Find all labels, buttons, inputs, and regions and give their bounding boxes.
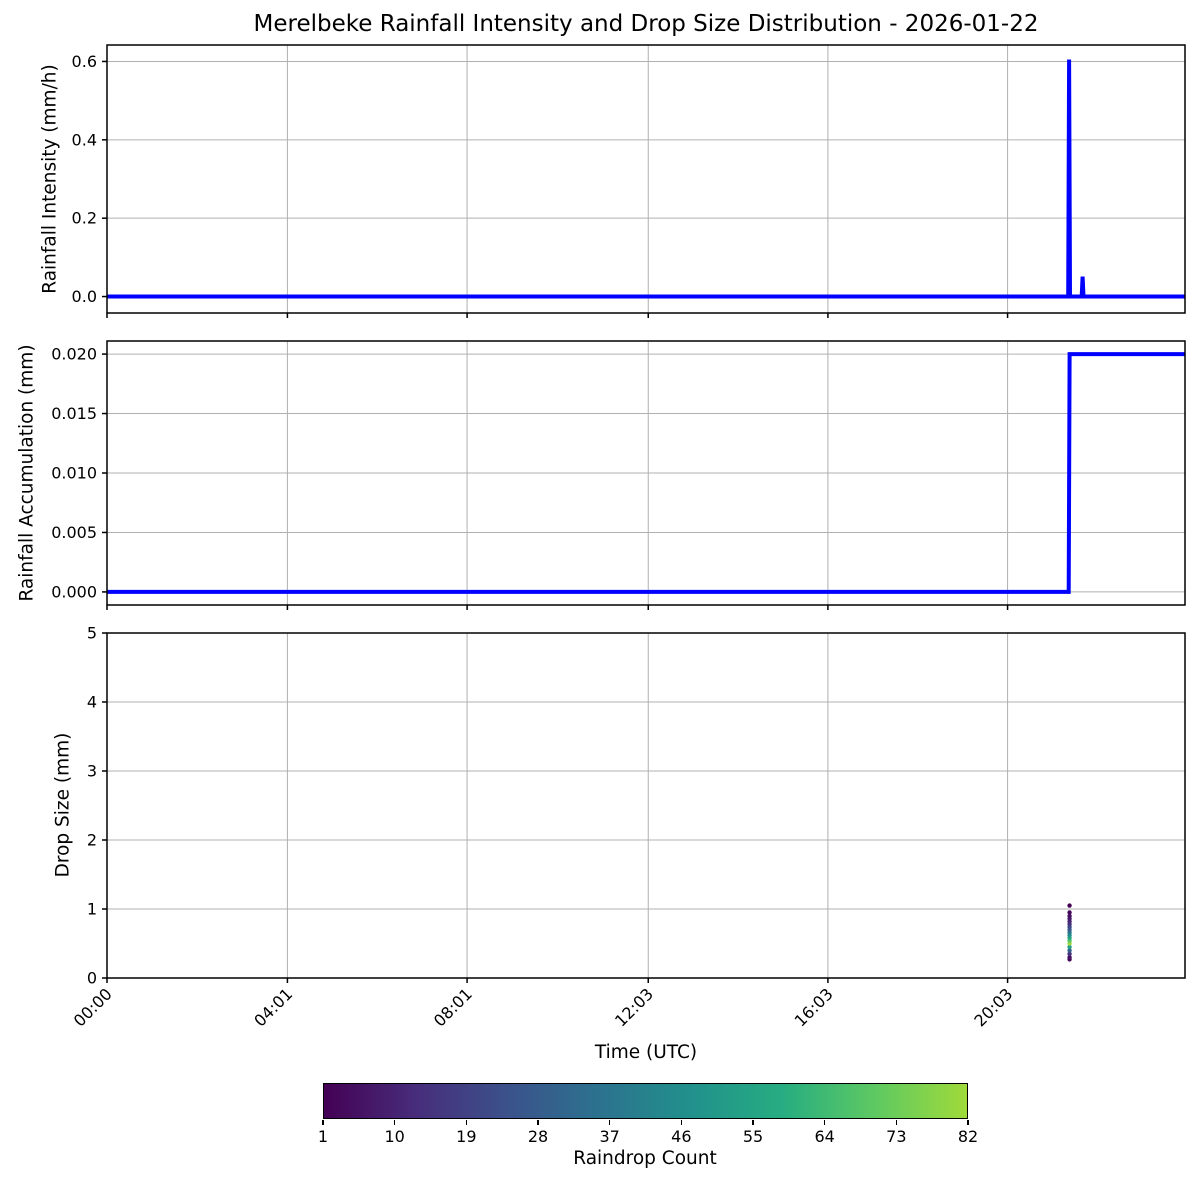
y-tick-label: 0 [87, 969, 97, 988]
y-tick-label: 0.020 [51, 345, 97, 364]
colorbar-gradient [323, 1083, 968, 1119]
y-tick-label: 0.2 [72, 209, 97, 228]
colorbar-tick-label: 73 [886, 1127, 907, 1146]
y-tick-label: 2 [87, 831, 97, 850]
drop-size-point [1067, 951, 1072, 957]
colorbar-tick-mark [393, 1120, 396, 1125]
colorbar-tick-mark [895, 1120, 898, 1125]
colorbar-ticks: 1 10 19 28 37 46 55 64 73 82 [318, 1120, 978, 1170]
colorbar-tick-mark [823, 1120, 826, 1125]
colorbar-tick-label: 10 [384, 1127, 405, 1146]
colorbar-tick-mark [537, 1120, 539, 1125]
y-tick-label: 0.0 [72, 287, 97, 306]
y-tick-label: 1 [87, 900, 97, 919]
y-tick-label: 4 [87, 693, 97, 712]
colorbar-tick-label: 28 [527, 1127, 549, 1146]
colorbar-tick-mark [680, 1120, 683, 1125]
x-tick-label: 20:03 [970, 984, 1016, 1030]
x-tick-label: 12:03 [611, 984, 657, 1030]
x-tick-label: 16:03 [791, 984, 837, 1030]
colorbar-tick-label: 19 [456, 1127, 477, 1146]
y-tick-label: 0.005 [51, 523, 97, 542]
y-tick-label: 0.6 [72, 52, 97, 71]
colorbar-tick-mark [608, 1120, 611, 1125]
intensity-y-axis-label: Rainfall Intensity (mm/h) [39, 64, 61, 294]
drop-size-point [1067, 903, 1072, 908]
y-tick-label: 5 [87, 624, 97, 643]
colorbar-tick-mark [967, 1120, 969, 1125]
x-tick-label: 04:01 [250, 984, 296, 1030]
y-tick-label: 0.015 [51, 404, 97, 423]
colorbar-tick-label: 46 [671, 1127, 692, 1146]
dropsize-y-axis-label: Drop Size (mm) [52, 732, 74, 878]
colorbar-tick-label: 55 [742, 1127, 764, 1146]
y-tick-label: 3 [87, 762, 97, 781]
colorbar-label: Raindrop Count [573, 1148, 717, 1169]
plot-border [106, 44, 1186, 314]
drop-size-point [1067, 910, 1072, 915]
drop-size-point [1067, 955, 1072, 960]
accumulation-y-axis-label: Rainfall Accumulation (mm) [16, 344, 38, 602]
rainfall-intensity-line [107, 59, 1185, 299]
drop-size-point [1067, 913, 1072, 919]
plot-border [106, 632, 1186, 979]
figure-title: Merelbeke Rainfall Intensity and Drop Si… [253, 11, 1039, 37]
x-tick-label: 08:01 [430, 984, 476, 1030]
colorbar-tick-label: 64 [814, 1127, 835, 1146]
colorbar-tick-label: 37 [599, 1127, 620, 1146]
colorbar-tick-mark [322, 1120, 324, 1125]
colorbar-tick-label: 82 [957, 1127, 979, 1146]
y-tick-label: 0.000 [51, 582, 97, 601]
y-tick-label: 0.4 [72, 130, 97, 149]
drop-size-point [1067, 944, 1072, 950]
colorbar-tick-label: 1 [317, 1127, 329, 1146]
colorbar-tick-mark [752, 1120, 754, 1125]
time-axis-label: Time (UTC) [594, 1042, 698, 1063]
y-tick-label: 0.010 [51, 464, 97, 483]
colorbar-tick-mark [465, 1120, 468, 1125]
drop-size-point [1067, 948, 1072, 953]
x-tick-label: 00:00 [70, 984, 116, 1030]
rainfall-accumulation-line [107, 352, 1185, 594]
